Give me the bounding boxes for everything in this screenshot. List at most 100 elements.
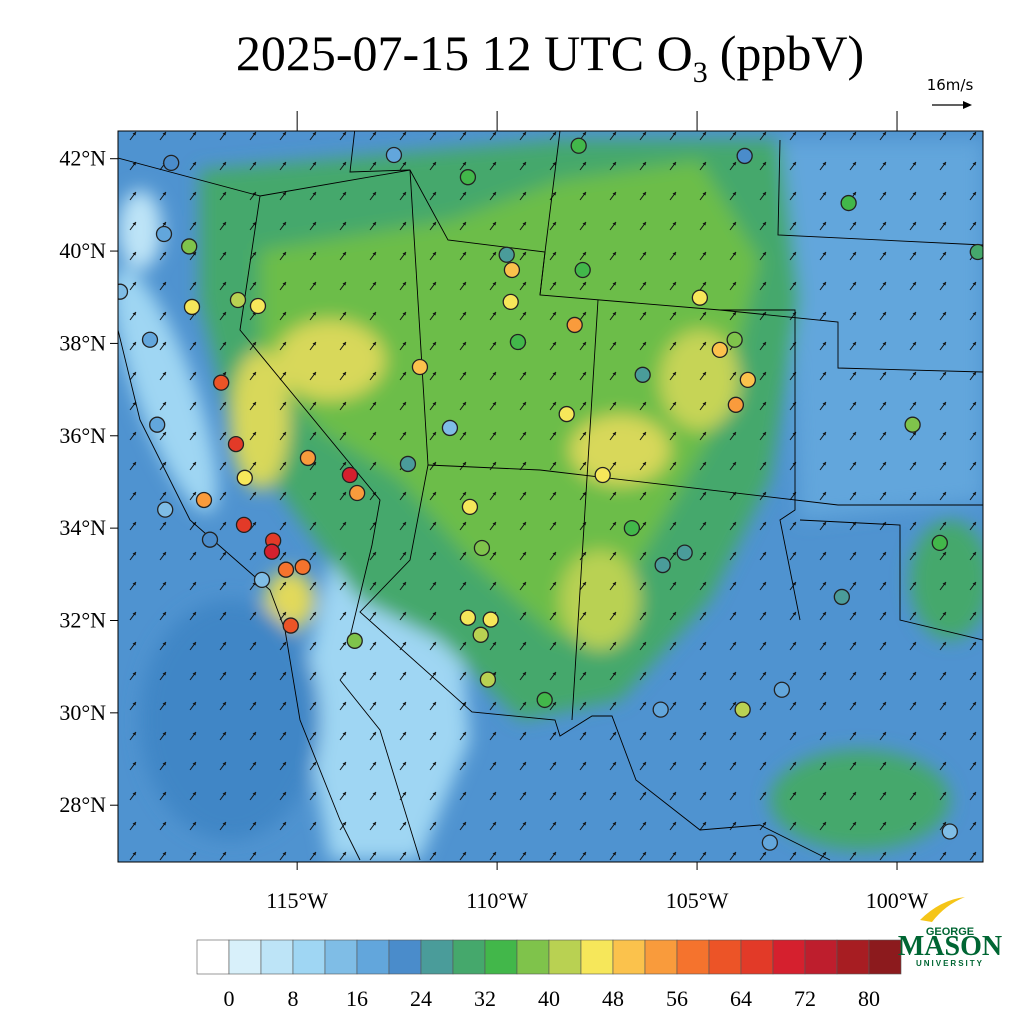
- colorbar-box: [228, 939, 262, 975]
- station: [155, 225, 173, 243]
- station: [236, 469, 253, 486]
- station: [634, 366, 651, 383]
- station: [536, 691, 553, 709]
- title: 2025-07-15 12 UTC O3 (ppbV): [236, 25, 864, 89]
- lat-tick-label: 38°N: [59, 330, 106, 355]
- station: [282, 617, 299, 634]
- station: [277, 561, 295, 578]
- station: [509, 333, 527, 351]
- colorbar-box: [548, 939, 582, 975]
- station: [118, 283, 129, 300]
- lat-tick-label: 30°N: [59, 700, 106, 725]
- colorbar-tick-label: 32: [474, 986, 496, 1011]
- station: [195, 491, 213, 509]
- station: [181, 238, 198, 255]
- station: [833, 588, 850, 606]
- map-frame: [117, 130, 984, 863]
- station: [459, 169, 477, 186]
- colorbar-box: [836, 939, 870, 975]
- station: [969, 243, 983, 261]
- colorbar-box: [676, 939, 710, 975]
- station: [183, 298, 201, 316]
- colorbar-box: [772, 939, 806, 975]
- logo-bottom: UNIVERSITY: [916, 959, 984, 968]
- logo: GEORGE MASON UNIVERSITY: [898, 897, 1002, 968]
- colorbar-tick-label: 24: [410, 986, 432, 1011]
- station: [691, 289, 709, 306]
- stations: [118, 137, 983, 851]
- lat-tick-label: 32°N: [59, 607, 106, 632]
- station: [840, 194, 857, 212]
- borders: [118, 131, 983, 861]
- station: [229, 291, 247, 309]
- colorbar-tick-label: 8: [288, 986, 299, 1011]
- station: [235, 516, 253, 534]
- station: [558, 405, 575, 423]
- station: [149, 416, 166, 433]
- station: [348, 484, 366, 502]
- station: [734, 701, 751, 718]
- colorbar-box: [644, 939, 678, 975]
- colorbar-box: [868, 939, 902, 975]
- colorbar-box: [740, 939, 774, 975]
- station: [931, 534, 948, 552]
- colorbar-tick-label: 72: [794, 986, 816, 1011]
- colorbar-box: [292, 939, 326, 975]
- station: [399, 455, 417, 473]
- colorbar-tick-label: 56: [666, 986, 688, 1011]
- station: [711, 341, 729, 359]
- colorbar-box: [356, 939, 390, 975]
- colorbar-box: [804, 939, 838, 975]
- lat-tick-label: 42°N: [59, 146, 106, 171]
- colorbar-tick-label: 40: [538, 986, 560, 1011]
- station: [227, 435, 245, 453]
- station: [201, 531, 219, 548]
- station: [652, 701, 669, 718]
- station: [502, 293, 519, 311]
- colorbar: 0 8 16 24 32 40 48 56 64 72 80: [196, 939, 902, 1011]
- station: [141, 331, 159, 348]
- map-field: [118, 131, 983, 862]
- station: [570, 137, 587, 154]
- station: [461, 498, 479, 516]
- station: [761, 834, 778, 851]
- lon-tick-label: 115°W: [266, 888, 328, 913]
- colorbar-box: [324, 939, 358, 975]
- lon-tick-label: 105°W: [666, 888, 729, 913]
- station: [473, 539, 491, 557]
- station: [574, 261, 591, 279]
- colorbar-box: [260, 939, 294, 975]
- station: [727, 396, 745, 413]
- station: [623, 519, 641, 537]
- colorbar-box: [516, 939, 550, 975]
- lon-tick-label: 100°W: [866, 888, 929, 913]
- colorbar-tick-label: 0: [224, 986, 235, 1011]
- colorbar-tick-label: 48: [602, 986, 624, 1011]
- station: [459, 609, 477, 626]
- lat-tick-label: 36°N: [59, 423, 106, 448]
- logo-top: GEORGE: [926, 926, 974, 938]
- station: [472, 626, 489, 643]
- station: [341, 466, 359, 484]
- station: [904, 416, 921, 433]
- station: [654, 556, 671, 574]
- station: [479, 671, 497, 688]
- station: [157, 501, 174, 518]
- colorbar-tick-label: 80: [858, 986, 880, 1011]
- station: [739, 371, 757, 389]
- station: [594, 466, 611, 484]
- colorbar-box: [612, 939, 646, 975]
- station: [566, 316, 583, 334]
- station: [294, 558, 311, 576]
- colorbar-box: [708, 939, 742, 975]
- station: [482, 611, 499, 628]
- station: [503, 261, 521, 279]
- lat-tick-label: 40°N: [59, 238, 106, 263]
- colorbar-tick-label: 64: [730, 986, 752, 1011]
- station: [249, 297, 267, 315]
- axes: 42°N 40°N 38°N 36°N 34°N 32°N 30°N 28°N 115°W 110…: [59, 111, 929, 913]
- colorbar-box: [388, 939, 422, 975]
- station: [385, 146, 403, 164]
- station: [411, 358, 429, 376]
